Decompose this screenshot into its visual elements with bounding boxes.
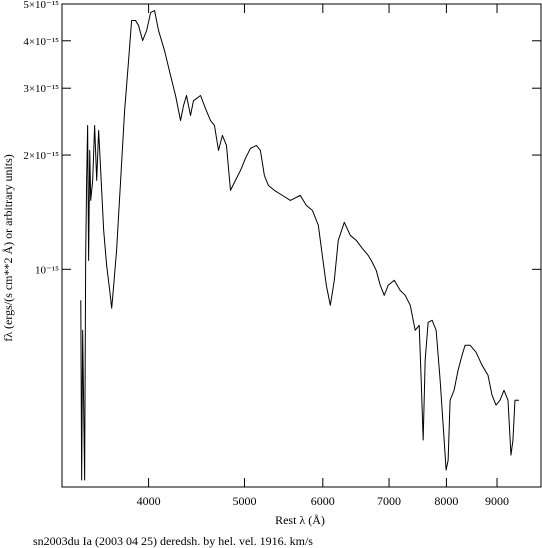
x-tick-label: 4000 bbox=[137, 494, 161, 508]
x-tick-label: 8000 bbox=[434, 494, 458, 508]
y-tick-label: 2×10⁻¹⁵ bbox=[23, 150, 59, 162]
y-tick-label: 3×10⁻¹⁵ bbox=[23, 83, 59, 95]
y-axis-label: fλ (ergs/(s cm**2 Å) or arbitrary units) bbox=[1, 154, 15, 342]
x-tick-label: 6000 bbox=[311, 494, 335, 508]
y-tick-label: 5×10⁻¹⁵ bbox=[23, 0, 59, 11]
x-axis-label: Rest λ (Å) bbox=[275, 513, 325, 527]
x-tick-label: 5000 bbox=[232, 494, 256, 508]
x-tick-label: 9000 bbox=[485, 494, 509, 508]
y-tick-label: 4×10⁻¹⁵ bbox=[23, 36, 59, 48]
y-tick-label: 10⁻¹⁵ bbox=[35, 264, 59, 276]
spectrum-line bbox=[80, 10, 519, 481]
plot-frame bbox=[61, 3, 542, 488]
chart-title: sn2003du Ia (2003 04 25) deredsh. by hel… bbox=[33, 534, 313, 548]
x-tick-label: 7000 bbox=[377, 494, 401, 508]
